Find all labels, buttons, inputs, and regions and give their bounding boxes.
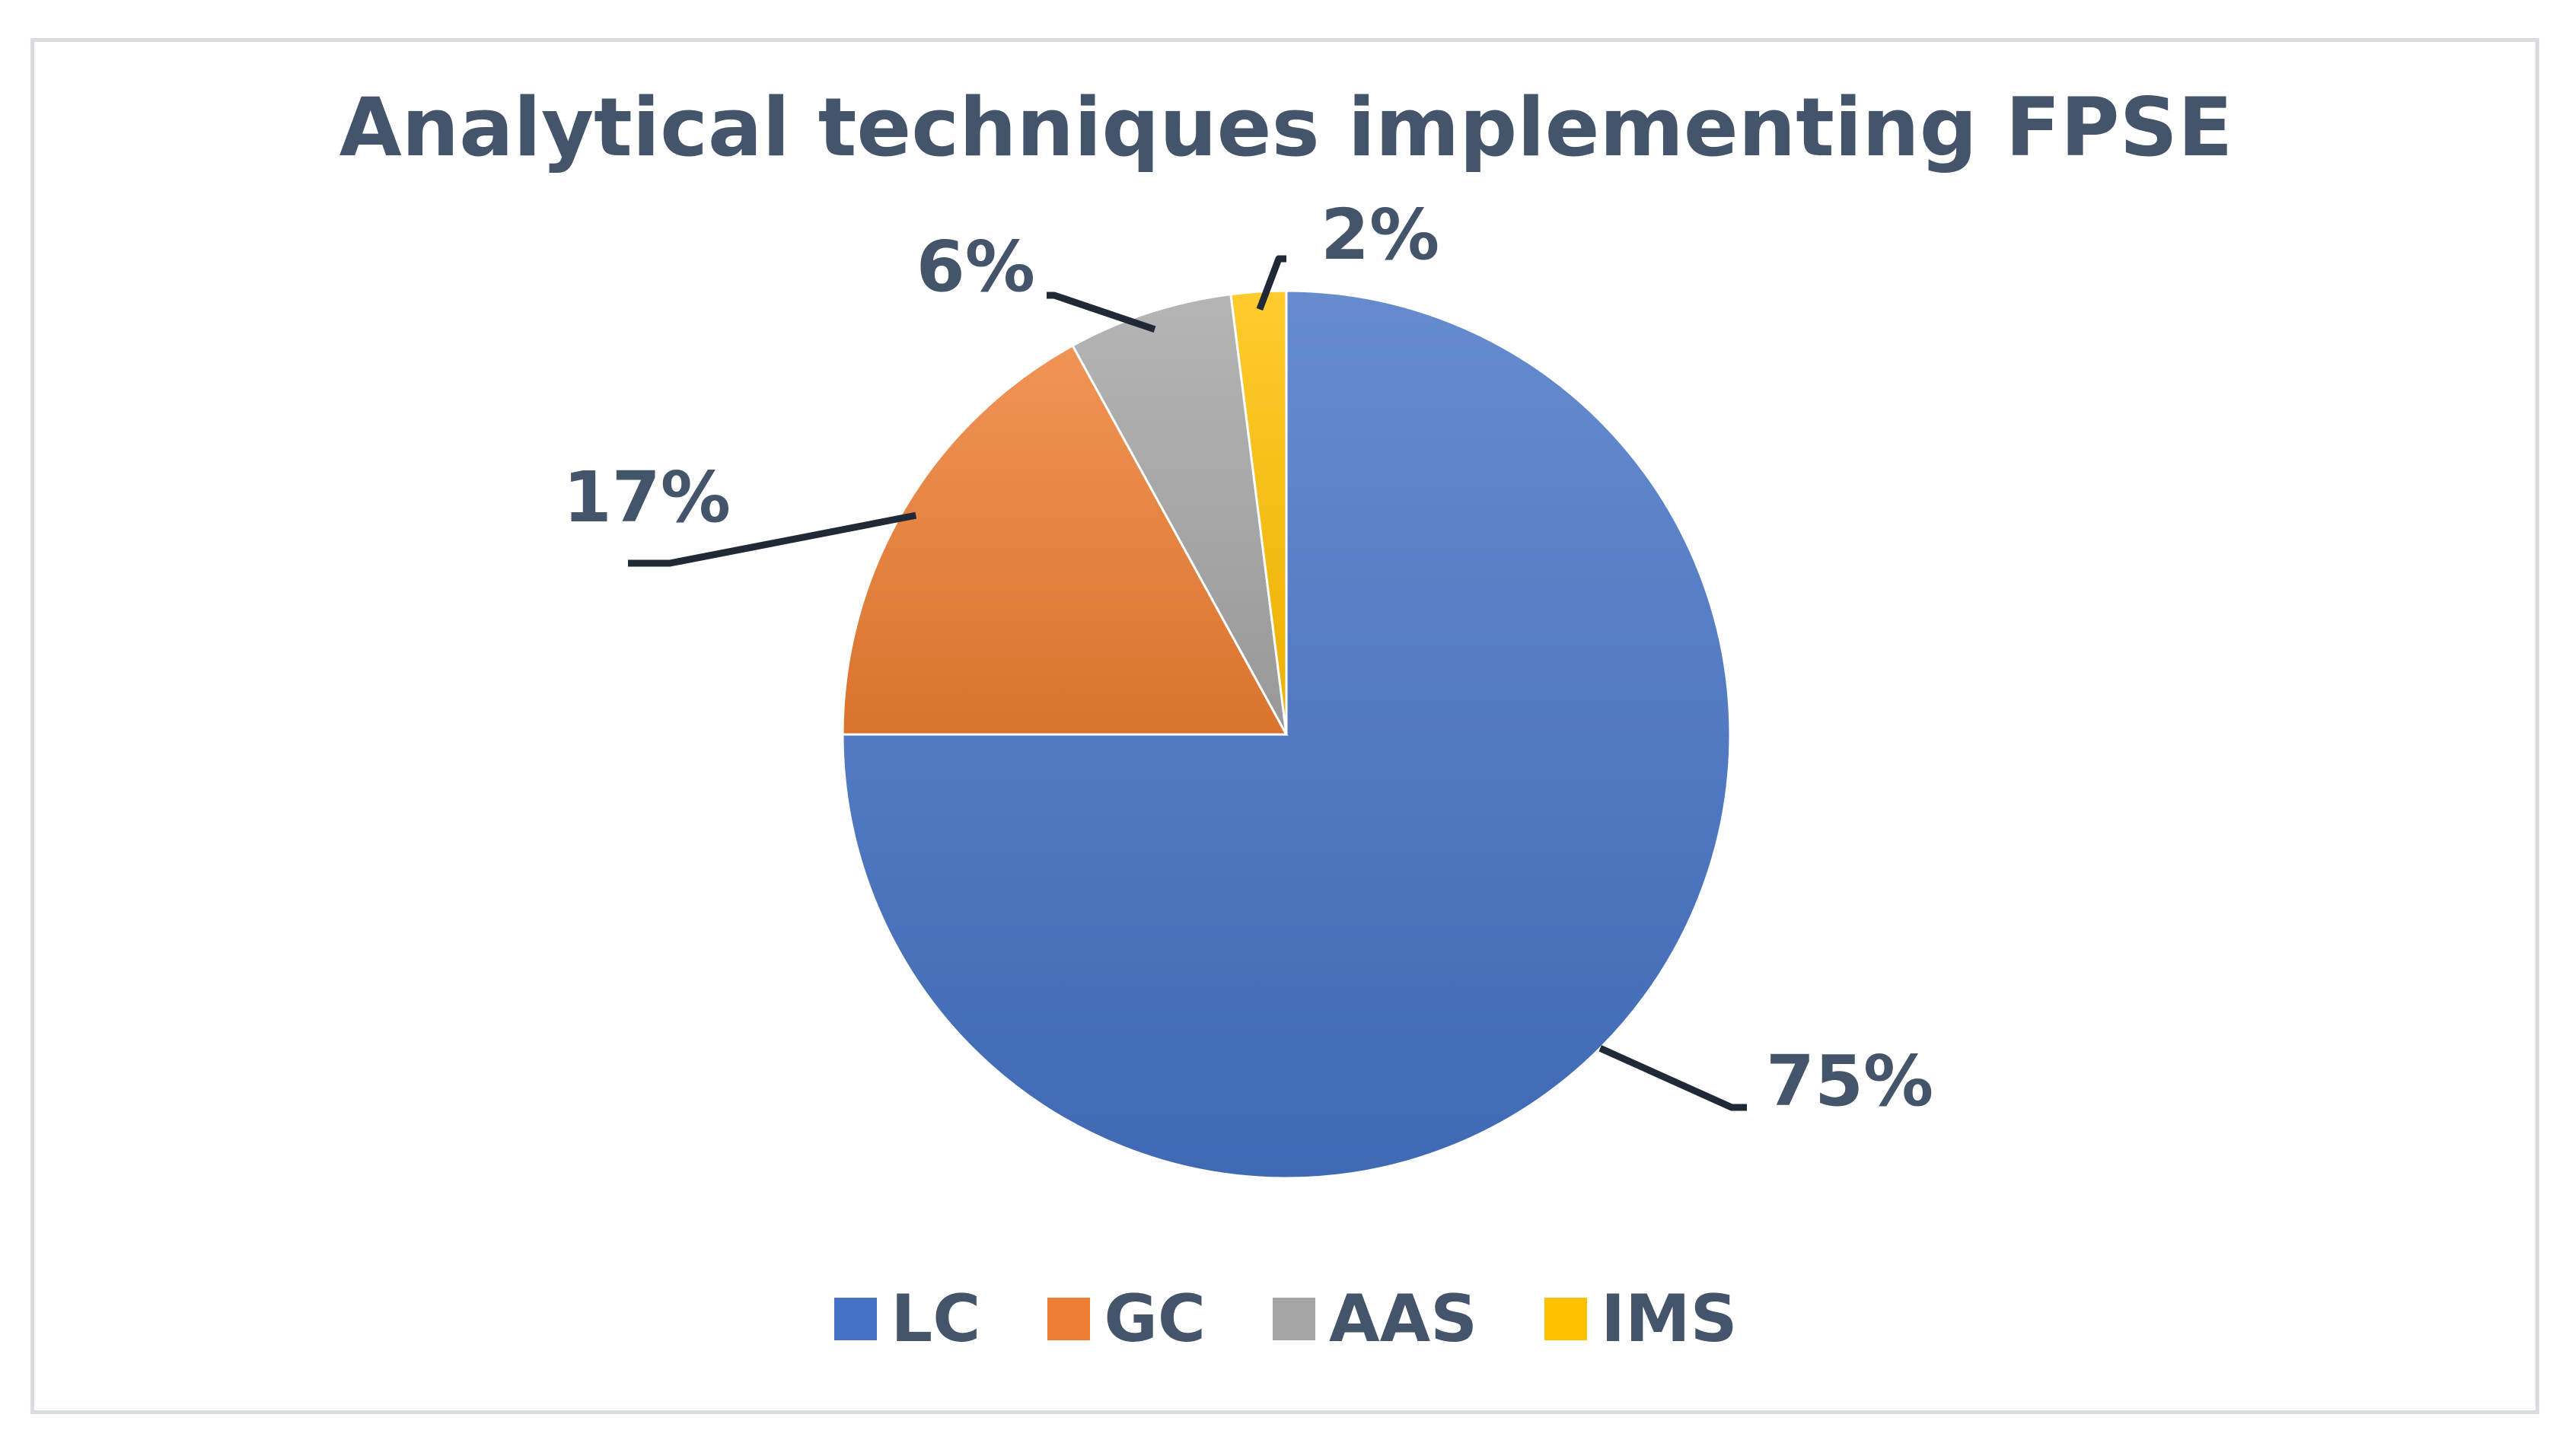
legend-item-ims: IMS [1544, 1286, 1738, 1352]
legend-swatch-ims [1544, 1298, 1588, 1340]
data-label-ims: 2% [1321, 194, 1439, 276]
data-label-gc: 17% [563, 457, 731, 538]
data-labels: 75% 17% 6% 2% [563, 194, 1933, 1122]
legend-label-lc: LC [891, 1281, 981, 1357]
pie-slice-aas [1071, 292, 1288, 735]
pie-slice-gc [841, 344, 1289, 736]
leader-line-ims [1256, 255, 1286, 311]
legend-item-lc: LC [834, 1286, 980, 1352]
leader-line-lc [1598, 1045, 1747, 1111]
legend-label-ims: IMS [1601, 1281, 1738, 1357]
data-label-lc: 75% [1766, 1040, 1933, 1122]
legend-label-aas: AAS [1329, 1281, 1478, 1357]
leader-line-gc [628, 511, 917, 567]
data-label-aas: 6% [916, 226, 1035, 307]
leader-lines [628, 255, 1747, 1111]
chart-title: Analytical techniques implementing FPSE [339, 81, 2233, 174]
leader-line-aas [1047, 292, 1156, 333]
legend-swatch-gc [1047, 1298, 1091, 1340]
legend-item-aas: AAS [1273, 1286, 1477, 1352]
legend-swatch-aas [1273, 1298, 1316, 1340]
pie-slice-ims [1229, 289, 1288, 735]
pie-slice-lc [841, 289, 1732, 1180]
legend-label-gc: GC [1104, 1281, 1206, 1357]
chart-legend: LC GC AAS IMS [0, 1286, 2572, 1352]
pie-slices [841, 289, 1732, 1180]
legend-item-gc: GC [1047, 1286, 1206, 1352]
legend-swatch-lc [834, 1298, 878, 1340]
